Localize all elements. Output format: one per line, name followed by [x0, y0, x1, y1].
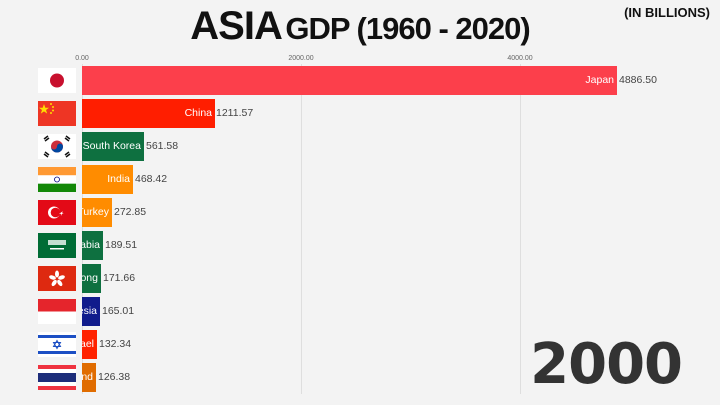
hong-kong-flag-icon: [38, 266, 76, 291]
thailand-flag-icon: [38, 365, 76, 390]
bar-label: ong: [82, 272, 98, 284]
bar-value: 171.66: [103, 272, 136, 284]
title-rest: GDP (1960 - 2020): [285, 11, 530, 46]
china-flag-icon: [38, 101, 76, 126]
x-tick-2000: 2000.00: [288, 55, 314, 62]
israel-flag-icon: [38, 332, 76, 357]
bar-value: 1211.57: [216, 107, 254, 119]
bar-row-japan: Japan 4886.50: [0, 66, 720, 95]
bar-row-turkey: Turkey 272.85: [0, 198, 720, 227]
japan-flag-icon: [38, 68, 76, 93]
bar-label: abia: [82, 239, 100, 251]
saudi-arabia-flag-icon: [38, 233, 76, 258]
bar-label: nd: [82, 371, 93, 383]
bar-label: esia: [82, 305, 97, 317]
bar-value: 132.34: [99, 338, 132, 350]
bar: Japan: [82, 66, 617, 95]
indonesia-flag-icon: [38, 299, 76, 324]
bar-label: China: [184, 107, 212, 119]
bar-row-saudi-arabia: abia 189.51: [0, 231, 720, 260]
turkey-flag-icon: [38, 200, 76, 225]
year-label: 2000: [530, 332, 683, 397]
bar-value: 4886.50: [619, 74, 657, 86]
bar-row-india: India 468.42: [0, 165, 720, 194]
gridline: [301, 64, 302, 394]
title-main: ASIA: [190, 4, 283, 48]
bar-value: 165.01: [102, 305, 135, 317]
bar-value: 189.51: [105, 239, 138, 251]
south-korea-flag-icon: [38, 134, 76, 159]
gridline: [82, 64, 83, 394]
bar-label: Turkey: [82, 206, 109, 218]
bar-value: 272.85: [114, 206, 147, 218]
bar-row-south-korea: South Korea 561.58: [0, 132, 720, 161]
bar-value: 468.42: [135, 173, 168, 185]
bar: abia: [82, 231, 103, 260]
x-tick-4000: 4000.00: [507, 55, 533, 62]
bar-label: South Korea: [82, 140, 141, 152]
bar-row-hong-kong: ong 171.66: [0, 264, 720, 293]
bar: ong: [82, 264, 101, 293]
unit-label: (IN BILLIONS): [624, 5, 710, 20]
bar: Turkey: [82, 198, 112, 227]
bar-value: 561.58: [146, 140, 179, 152]
india-flag-icon: [38, 167, 76, 192]
gridline: [520, 64, 521, 394]
bar: nd: [82, 363, 96, 392]
bar: India: [82, 165, 133, 194]
bar-value: 126.38: [98, 371, 131, 383]
bar-row-israel: ael 132.34: [0, 330, 720, 359]
chart-title: ASIA GDP (1960 - 2020): [0, 4, 720, 49]
bar: ael: [82, 330, 97, 359]
bar: China: [82, 99, 215, 128]
bar: esia: [82, 297, 100, 326]
bar-label: ael: [82, 338, 94, 350]
x-tick-0: 0.00: [75, 55, 89, 62]
bar-row-thailand: nd 126.38: [0, 363, 720, 392]
bar-label: India: [107, 173, 130, 185]
bar-row-china: China 1211.57: [0, 99, 720, 128]
bar-row-indonesia: esia 165.01: [0, 297, 720, 326]
bar-label: Japan: [585, 74, 614, 86]
bar: South Korea: [82, 132, 144, 161]
